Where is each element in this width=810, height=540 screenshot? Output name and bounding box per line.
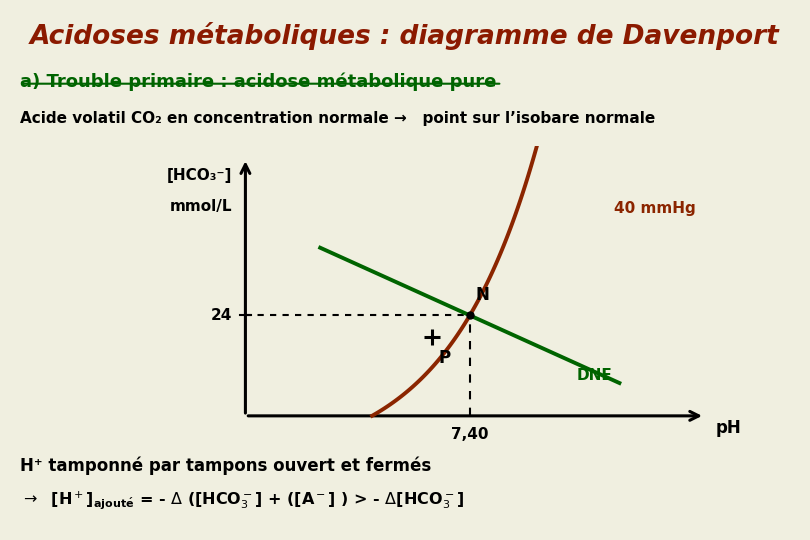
Text: Acide volatil CO₂ en concentration normale →   point sur l’isobare normale: Acide volatil CO₂ en concentration norma… (20, 111, 655, 126)
Text: 7,40: 7,40 (451, 427, 488, 442)
Text: mmol/L: mmol/L (169, 199, 232, 214)
Text: Acidoses métaboliques : diagramme de Davenport: Acidoses métaboliques : diagramme de Dav… (30, 22, 780, 50)
Text: N: N (475, 286, 489, 304)
Text: P: P (439, 349, 451, 367)
Text: 24: 24 (211, 308, 232, 323)
Text: 40 mmHg: 40 mmHg (614, 201, 696, 216)
Text: DNE: DNE (577, 368, 612, 382)
Text: pH: pH (715, 419, 741, 437)
Text: $\rightarrow$  [H$^+$]$_{\mathregular{ajout\acute{e}}}$ = - $\Delta$ ([HCO$_3^-$: $\rightarrow$ [H$^+$]$_{\mathregular{ajo… (20, 489, 464, 511)
Text: [HCO₃⁻]: [HCO₃⁻] (167, 168, 232, 183)
Text: H⁺ tamponné par tampons ouvert et fermés: H⁺ tamponné par tampons ouvert et fermés (20, 456, 432, 475)
Text: a) Trouble primaire : acidose métabolique pure: a) Trouble primaire : acidose métaboliqu… (20, 73, 497, 91)
